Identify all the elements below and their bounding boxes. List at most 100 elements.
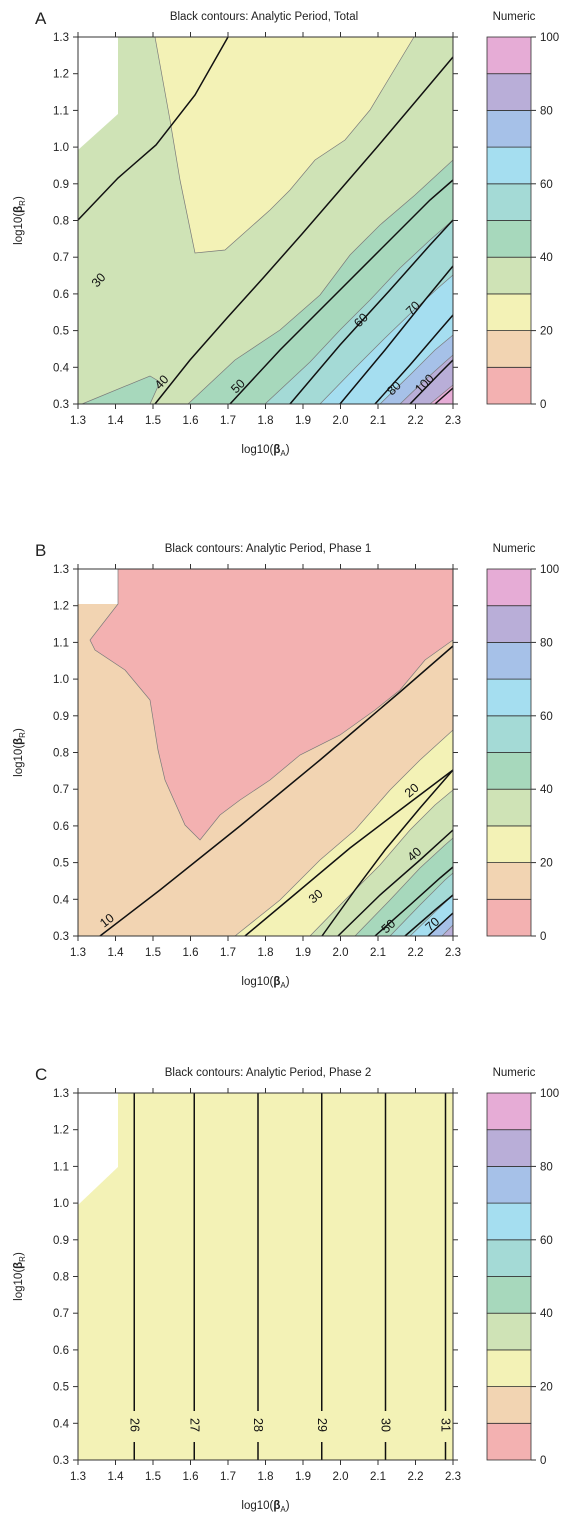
- x-tick-label: 2.2: [408, 1471, 424, 1483]
- fill-region-20-30: [154, 36, 415, 254]
- contour-line-50: [229, 179, 454, 405]
- y-tick-label: 1.0: [53, 1198, 69, 1210]
- colorbar: 0 20 40 60 80 100: [486, 32, 559, 411]
- contour-line-60: [404, 894, 454, 937]
- contour-line-10: [99, 645, 454, 937]
- y-tick-label: 1.2: [53, 601, 69, 613]
- y-axis-label: log10(βR): [13, 1252, 27, 1301]
- x-tick-label: 1.8: [258, 947, 274, 959]
- x-tick-label: 2.3: [445, 1471, 461, 1483]
- y-tick-label: 0.7: [53, 1308, 69, 1320]
- colorbar-swatch: [486, 642, 532, 680]
- colorbar-tick-label: 100: [540, 32, 559, 44]
- colorbar-swatch: [486, 898, 532, 937]
- y-tick-label: 0.3: [53, 931, 69, 943]
- axes: 1.3 1.4 1.5 1.6 1.7 1.8 1.9 2.0 2.1 2.2 2.3 0.3 0.4 0…: [13, 1088, 461, 1514]
- y-tick-label: 0.5: [53, 1382, 69, 1394]
- colorbar-swatch: [486, 110, 532, 148]
- x-tick-label: 2.3: [445, 415, 461, 427]
- x-tick-label: 1.3: [70, 947, 86, 959]
- y-tick-label: 0.3: [53, 399, 69, 411]
- x-axis-label: log10(βA): [241, 444, 289, 458]
- panel-letter: C: [35, 1065, 47, 1084]
- colorbar-swatch: [486, 1349, 532, 1388]
- colorbar-swatch: [486, 256, 532, 295]
- colorbar-swatch: [486, 1166, 532, 1204]
- x-tick-label: 1.9: [295, 415, 311, 427]
- x-tick-label: 1.4: [108, 415, 125, 427]
- x-tick-label: 1.8: [258, 1471, 274, 1483]
- contour-line-50: [374, 866, 454, 937]
- contour-label: 10: [97, 911, 117, 931]
- colorbar-tick-label: 40: [540, 1308, 553, 1320]
- x-tick-label: 1.4: [108, 1471, 125, 1483]
- y-tick-label: 1.3: [53, 32, 69, 44]
- colorbar-swatch: [486, 752, 532, 790]
- x-tick-label: 1.7: [220, 415, 236, 427]
- colorbar-swatch: [486, 1202, 532, 1241]
- legend-title: Numeric: [493, 1067, 536, 1079]
- y-tick-label: 1.0: [53, 674, 69, 686]
- x-tick-label: 1.9: [295, 1471, 311, 1483]
- x-tick-label: 2.0: [333, 947, 349, 959]
- y-tick-label: 0.8: [53, 748, 69, 760]
- colorbar-tick-label: 40: [540, 252, 553, 264]
- colorbar-swatch: [486, 568, 532, 607]
- colorbar-swatch: [486, 862, 532, 900]
- y-tick-label: 1.1: [53, 105, 69, 117]
- colorbar-tick-label: 20: [540, 326, 553, 338]
- contour-line-40: [337, 829, 454, 937]
- axes: 1.3 1.4 1.5 1.6 1.7 1.8 1.9 2.0 2.1 2.2 2.3 0.3 0.4 0…: [13, 564, 461, 990]
- y-tick-label: 0.9: [53, 1235, 69, 1247]
- x-tick-label: 2.1: [370, 947, 386, 959]
- chart-title: Black contours: Analytic Period, Phase 1: [165, 543, 371, 555]
- contour-line-100: [434, 387, 454, 405]
- x-tick-label: 1.7: [220, 947, 236, 959]
- colorbar-swatch: [486, 788, 532, 827]
- y-axis-label: log10(βR): [13, 196, 27, 245]
- contour-lines: [77, 36, 454, 405]
- missing-region: [78, 569, 118, 604]
- contour-label: 30: [379, 1418, 393, 1432]
- missing-region: [78, 37, 118, 150]
- y-tick-label: 0.9: [53, 179, 69, 191]
- chart-title: Black contours: Analytic Period, Phase 2: [165, 1067, 371, 1079]
- colorbar: 0 20 40 60 80 100: [486, 564, 559, 943]
- x-tick-label: 1.6: [183, 947, 199, 959]
- fill-region-20-30: [78, 1093, 453, 1460]
- colorbar-tick-label: 40: [540, 784, 553, 796]
- colorbar-tick-label: 0: [540, 1455, 546, 1467]
- panel-c: C Black contours: Analytic Period, Phase…: [13, 1065, 559, 1514]
- colorbar-tick-label: 80: [540, 1161, 553, 1173]
- y-tick-label: 0.7: [53, 784, 69, 796]
- y-tick-label: 0.8: [53, 216, 69, 228]
- colorbar-tick-label: 100: [540, 1088, 559, 1100]
- missing-region: [78, 1093, 118, 1205]
- y-tick-label: 0.9: [53, 711, 69, 723]
- colorbar-swatch: [486, 1422, 532, 1461]
- contour-fill-regions: [78, 36, 454, 405]
- contour-line-70: [427, 912, 454, 937]
- contour-line-70: [339, 265, 454, 405]
- colorbar-tick-label: 20: [540, 858, 553, 870]
- legend-title: Numeric: [493, 11, 536, 23]
- axes: 1.3 1.4 1.5 1.6 1.7 1.8 1.9 2.0 2.1 2.2 2.3 0.3 0.4 0…: [13, 32, 461, 458]
- contour-fill-regions: [78, 1093, 453, 1460]
- y-tick-label: 1.3: [53, 564, 69, 576]
- y-tick-label: 0.4: [53, 1418, 70, 1430]
- contour-line-80: [374, 314, 454, 405]
- x-tick-label: 2.3: [445, 947, 461, 959]
- y-tick-label: 0.3: [53, 1455, 69, 1467]
- colorbar-swatch: [486, 605, 532, 643]
- colorbar-tick-label: 80: [540, 105, 553, 117]
- contour-label: 28: [251, 1418, 265, 1432]
- y-tick-label: 1.2: [53, 1125, 69, 1137]
- x-tick-label: 1.5: [145, 947, 161, 959]
- y-tick-label: 0.6: [53, 1345, 69, 1357]
- colorbar-swatch: [486, 1239, 532, 1277]
- x-tick-label: 1.6: [183, 1471, 199, 1483]
- x-tick-label: 2.1: [370, 1471, 386, 1483]
- fill-region-0-10: [89, 568, 454, 841]
- contour-line-30: [244, 769, 454, 937]
